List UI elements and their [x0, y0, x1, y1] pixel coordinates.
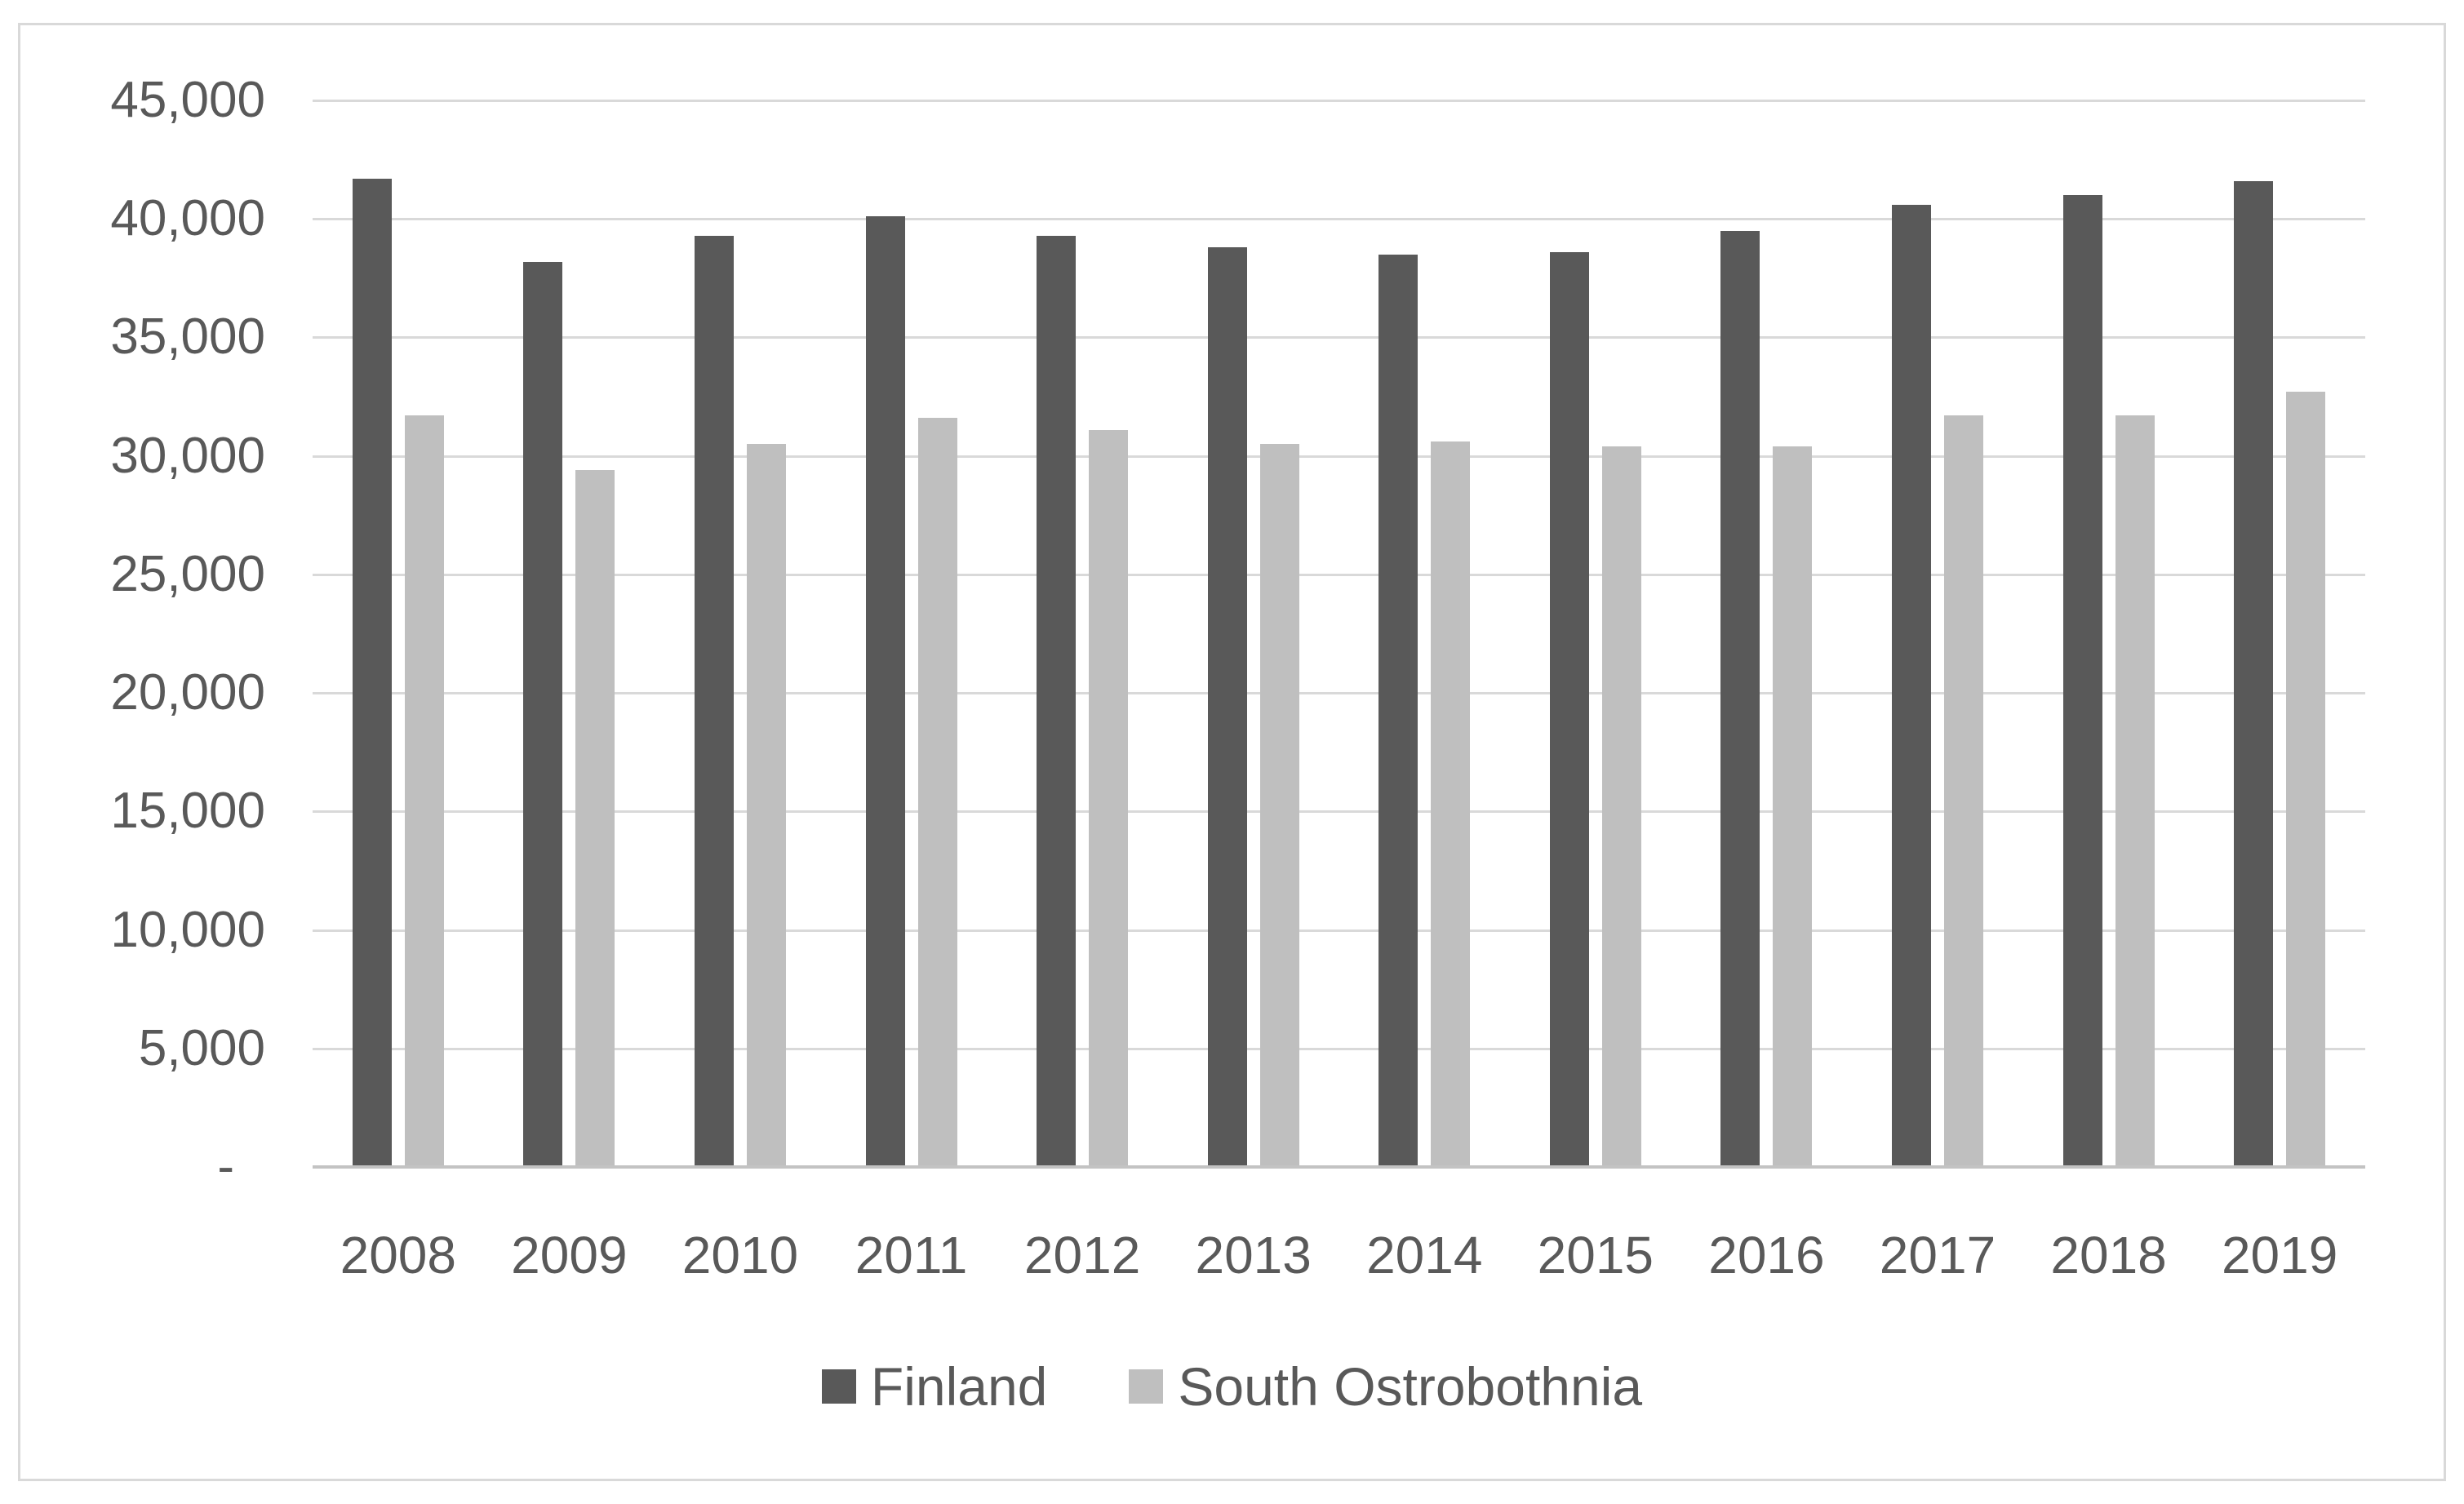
bar-group-2015 [1510, 100, 1681, 1167]
y-axis-tick-label: 20,000 [110, 664, 265, 721]
gridline-15000 [313, 810, 2365, 814]
bar-groups-container [313, 100, 2365, 1167]
legend-label-south-ostrobothnia: South Ostrobothnia [1178, 1356, 1643, 1417]
y-axis-tick-label: 25,000 [110, 545, 265, 602]
y-axis-tick-label: 45,000 [110, 72, 265, 128]
gridline-10000 [313, 929, 2365, 932]
bar-south-ostrobothnia-2017 [1943, 415, 1983, 1167]
x-axis-tick-label-2016: 2016 [1708, 1226, 1825, 1284]
x-axis-tick-label-2014: 2014 [1366, 1226, 1483, 1284]
bar-group-2019 [2194, 100, 2365, 1167]
bar-group-2018 [2023, 100, 2195, 1167]
bar-south-ostrobothnia-2019 [2286, 392, 2326, 1167]
y-axis-tick-label: 15,000 [110, 783, 265, 840]
legend-item-south-ostrobothnia: South Ostrobothnia [1129, 1354, 1642, 1419]
x-axis-tick-label-2012: 2012 [1023, 1226, 1141, 1284]
bar-finland-2013 [1207, 247, 1247, 1167]
y-axis-tick-label: - [217, 1138, 234, 1195]
bar-finland-2015 [1549, 251, 1589, 1167]
y-axis-tick-label: 10,000 [110, 901, 265, 958]
bar-group-2016 [1681, 100, 1853, 1167]
gridline-40000 [313, 218, 2365, 221]
x-axis-tick-label-2015: 2015 [1537, 1226, 1654, 1284]
gridline-45000 [313, 100, 2365, 102]
bar-south-ostrobothnia-2012 [1089, 429, 1129, 1167]
x-axis-tick-label-2018: 2018 [2050, 1226, 2167, 1284]
legend-item-finland: Finland [821, 1354, 1048, 1419]
legend-swatch-south-ostrobothnia [1129, 1369, 1164, 1404]
bar-group-2010 [655, 100, 826, 1167]
bar-south-ostrobothnia-2016 [1773, 446, 1813, 1167]
bar-group-2008 [313, 100, 484, 1167]
gridline-35000 [313, 336, 2365, 339]
y-axis-tick-label: 40,000 [110, 190, 265, 247]
bar-south-ostrobothnia-2014 [1431, 441, 1471, 1167]
bar-south-ostrobothnia-2013 [1259, 444, 1299, 1167]
gridline-5000 [313, 1047, 2365, 1050]
bar-finland-2010 [694, 235, 734, 1167]
x-axis-tick-label-2010: 2010 [681, 1226, 799, 1284]
bar-finland-2017 [1891, 204, 1931, 1167]
x-axis-tick-label-2017: 2017 [1879, 1226, 1996, 1284]
bar-finland-2018 [2062, 195, 2102, 1167]
bar-finland-2019 [2234, 180, 2274, 1167]
bar-finland-2012 [1037, 235, 1077, 1167]
gridline-25000 [313, 573, 2365, 576]
x-axis-tick-label-2019: 2019 [2221, 1226, 2338, 1284]
x-axis-tick-label-2008: 2008 [340, 1226, 456, 1284]
bar-group-2009 [484, 100, 655, 1167]
legend-label-finland: Finland [870, 1356, 1048, 1417]
bar-group-2017 [1852, 100, 2023, 1167]
bar-finland-2014 [1379, 254, 1418, 1167]
x-axis-line [313, 1165, 2365, 1169]
x-axis-tick-label-2013: 2013 [1195, 1226, 1312, 1284]
bar-group-2014 [1339, 100, 1510, 1167]
bar-south-ostrobothnia-2009 [575, 470, 615, 1167]
bar-group-2012 [997, 100, 1168, 1167]
y-axis-tick-label: 5,000 [138, 1019, 265, 1076]
bar-group-2011 [826, 100, 997, 1167]
legend: Finland South Ostrobothnia [20, 1354, 2444, 1419]
legend-swatch-finland [821, 1369, 856, 1404]
bar-south-ostrobothnia-2015 [1601, 446, 1641, 1167]
y-axis-tick-label: 35,000 [110, 308, 265, 366]
bar-finland-2008 [352, 178, 392, 1167]
x-axis-labels: 2008 2009 2010 2011 2012 2013 2014 2015 2016 2017… [313, 1223, 2365, 1287]
x-axis-tick-label-2009: 2009 [511, 1226, 628, 1284]
bar-finland-2009 [523, 261, 563, 1167]
bar-south-ostrobothnia-2011 [917, 418, 957, 1167]
bar-finland-2011 [865, 216, 905, 1167]
gridline-20000 [313, 692, 2365, 695]
y-axis-tick-label: 30,000 [110, 427, 265, 484]
plot-area [313, 100, 2365, 1169]
chart-frame: 45,000 40,000 35,000 30,000 25,000 20,000 15,0… [18, 23, 2446, 1481]
bar-south-ostrobothnia-2018 [2115, 415, 2155, 1167]
x-axis-tick-label-2011: 2011 [855, 1226, 968, 1284]
bar-group-2013 [1168, 100, 1339, 1167]
bar-finland-2016 [1720, 230, 1760, 1167]
gridline-30000 [313, 455, 2365, 458]
bar-south-ostrobothnia-2008 [404, 415, 444, 1167]
bar-south-ostrobothnia-2010 [746, 444, 786, 1167]
y-axis-labels: 45,000 40,000 35,000 30,000 25,000 20,000 15,0… [20, 72, 265, 1195]
